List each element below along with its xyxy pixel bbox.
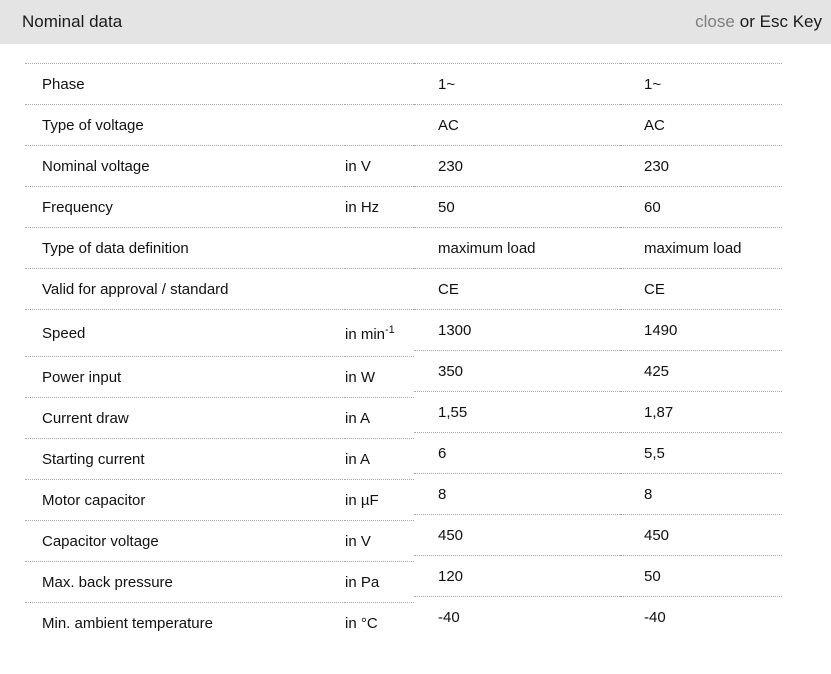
value-col-2: maximum load [620,227,782,269]
values-table: 1~ 1~ AC AC 230 230 50 60 maximum load m… [414,63,782,638]
table-row: Type of voltage [25,104,414,146]
table-row: 1300 1490 [414,309,782,351]
table-row: CE CE [414,268,782,310]
row-label: Min. ambient temperature [25,602,345,644]
value-col-1: 1300 [414,309,620,351]
header-close-area: close or Esc Key [695,12,822,32]
labels-units-table: Phase Type of voltage Nominal voltage in… [25,63,414,644]
row-unit: in °C [345,602,414,644]
table-row: Power input in W [25,356,414,398]
row-unit: in Hz [345,186,414,228]
value-col-1: -40 [414,596,620,638]
table-row: AC AC [414,104,782,146]
row-label: Current draw [25,397,345,439]
dialog-title: Nominal data [22,12,123,31]
row-label: Starting current [25,438,345,480]
value-col-1: 450 [414,514,620,556]
table-row: 1,55 1,87 [414,391,782,433]
row-unit [345,268,414,310]
table-row: 50 60 [414,186,782,228]
table-row: Nominal voltage in V [25,145,414,187]
value-col-2: 1~ [620,63,782,105]
row-label: Capacitor voltage [25,520,345,562]
nominal-data-table: Phase Type of voltage Nominal voltage in… [25,63,831,644]
table-row: 120 50 [414,555,782,597]
value-col-2: -40 [620,596,782,638]
row-label: Type of data definition [25,227,345,269]
table-row: Valid for approval / standard [25,268,414,310]
value-col-2: 230 [620,145,782,187]
row-unit: in A [345,438,414,480]
table-row: -40 -40 [414,596,782,638]
value-col-2: CE [620,268,782,310]
row-label: Max. back pressure [25,561,345,603]
value-col-1: 350 [414,350,620,392]
row-label: Nominal voltage [25,145,345,187]
row-label: Motor capacitor [25,479,345,521]
value-col-2: 1490 [620,309,782,351]
row-unit: in V [345,520,414,562]
table-row: Speed in min-1 [25,309,414,357]
table-row: 450 450 [414,514,782,556]
row-unit: in A [345,397,414,439]
esc-key-hint: or Esc Key [739,12,822,31]
value-col-2: 60 [620,186,782,228]
value-col-2: AC [620,104,782,146]
table-row: Capacitor voltage in V [25,520,414,562]
row-label: Frequency [25,186,345,228]
row-unit: in µF [345,479,414,521]
table-row: Current draw in A [25,397,414,439]
row-unit [345,104,414,146]
table-row: Max. back pressure in Pa [25,561,414,603]
row-unit [345,227,414,269]
table-row: Phase [25,63,414,105]
value-col-2: 1,87 [620,391,782,433]
table-row: 350 425 [414,350,782,392]
table-row: Motor capacitor in µF [25,479,414,521]
value-col-2: 425 [620,350,782,392]
table-row: Frequency in Hz [25,186,414,228]
row-unit: in V [345,145,414,187]
table-row: Min. ambient temperature in °C [25,602,414,644]
value-col-1: 50 [414,186,620,228]
value-col-1: 8 [414,473,620,515]
row-unit [345,63,414,105]
value-col-1: 120 [414,555,620,597]
table-row: maximum load maximum load [414,227,782,269]
value-col-1: 230 [414,145,620,187]
row-label: Type of voltage [25,104,345,146]
row-unit: in min-1 [345,309,414,357]
value-col-1: 1,55 [414,391,620,433]
table-row: Type of data definition [25,227,414,269]
row-unit: in W [345,356,414,398]
value-col-2: 450 [620,514,782,556]
dialog-header: Nominal data close or Esc Key [0,0,831,44]
table-row: 1~ 1~ [414,63,782,105]
table-row: 6 5,5 [414,432,782,474]
value-col-1: 1~ [414,63,620,105]
value-col-2: 50 [620,555,782,597]
value-col-2: 8 [620,473,782,515]
value-col-2: 5,5 [620,432,782,474]
close-link[interactable]: close [695,12,735,31]
value-col-1: CE [414,268,620,310]
row-label: Valid for approval / standard [25,268,345,310]
table-columns-wrapper: Phase Type of voltage Nominal voltage in… [25,63,831,644]
row-unit: in Pa [345,561,414,603]
table-row: Starting current in A [25,438,414,480]
row-label: Speed [25,309,345,357]
value-col-1: AC [414,104,620,146]
row-label: Power input [25,356,345,398]
value-col-1: maximum load [414,227,620,269]
table-row: 230 230 [414,145,782,187]
row-label: Phase [25,63,345,105]
value-col-1: 6 [414,432,620,474]
table-row: 8 8 [414,473,782,515]
